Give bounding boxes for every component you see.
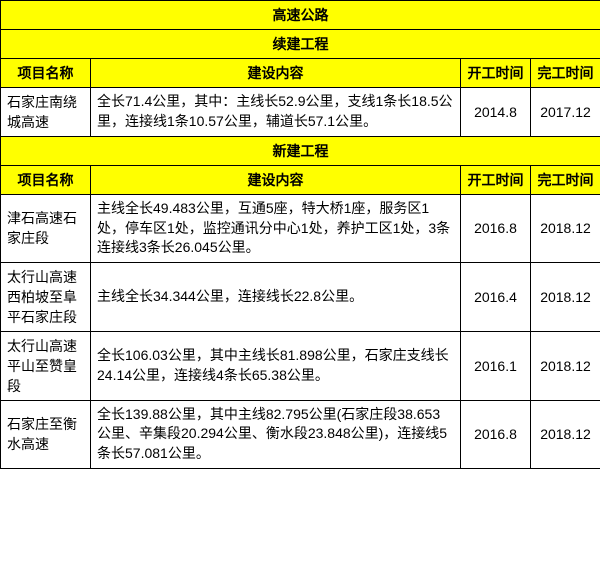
title-row: 高速公路 — [1, 1, 600, 30]
project-start: 2016.8 — [461, 400, 531, 468]
project-end: 2018.12 — [531, 195, 600, 263]
header-row: 项目名称建设内容开工时间完工时间 — [1, 59, 600, 88]
project-content: 全长106.03公里，其中主线长81.898公里，石家庄支线长24.14公里，连… — [91, 331, 461, 400]
section-subtitle-row: 续建工程 — [1, 30, 600, 59]
table-row: 太行山高速平山至赞皇段全长106.03公里，其中主线长81.898公里，石家庄支… — [1, 331, 600, 400]
project-end: 2018.12 — [531, 262, 600, 331]
project-name: 石家庄南绕城高速 — [1, 88, 91, 137]
section-subtitle: 新建工程 — [1, 137, 600, 166]
header-end: 完工时间 — [531, 166, 600, 195]
project-end: 2017.12 — [531, 88, 600, 137]
header-start: 开工时间 — [461, 166, 531, 195]
project-name: 太行山高速平山至赞皇段 — [1, 331, 91, 400]
table-row: 津石高速石家庄段主线全长49.483公里，互通5座，特大桥1座，服务区1处，停车… — [1, 195, 600, 263]
project-start: 2016.1 — [461, 331, 531, 400]
header-name: 项目名称 — [1, 166, 91, 195]
highway-table: 高速公路续建工程项目名称建设内容开工时间完工时间石家庄南绕城高速全长71.4公里… — [0, 0, 600, 469]
header-end: 完工时间 — [531, 59, 600, 88]
project-start: 2016.8 — [461, 195, 531, 263]
table-row: 石家庄南绕城高速全长71.4公里，其中：主线长52.9公里，支线1条长18.5公… — [1, 88, 600, 137]
project-content: 全长139.88公里，其中主线82.795公里(石家庄段38.653公里、辛集段… — [91, 400, 461, 468]
project-name: 津石高速石家庄段 — [1, 195, 91, 263]
project-end: 2018.12 — [531, 331, 600, 400]
header-name: 项目名称 — [1, 59, 91, 88]
project-end: 2018.12 — [531, 400, 600, 468]
header-row: 项目名称建设内容开工时间完工时间 — [1, 166, 600, 195]
section-subtitle-row: 新建工程 — [1, 137, 600, 166]
section-subtitle: 续建工程 — [1, 30, 600, 59]
header-start: 开工时间 — [461, 59, 531, 88]
project-content: 主线全长49.483公里，互通5座，特大桥1座，服务区1处，停车区1处，监控通讯… — [91, 195, 461, 263]
table-row: 石家庄至衡水高速全长139.88公里，其中主线82.795公里(石家庄段38.6… — [1, 400, 600, 468]
project-name: 太行山高速西柏坡至阜平石家庄段 — [1, 262, 91, 331]
project-name: 石家庄至衡水高速 — [1, 400, 91, 468]
header-content: 建设内容 — [91, 166, 461, 195]
project-content: 全长71.4公里，其中：主线长52.9公里，支线1条长18.5公里，连接线1条1… — [91, 88, 461, 137]
project-start: 2016.4 — [461, 262, 531, 331]
header-content: 建设内容 — [91, 59, 461, 88]
project-start: 2014.8 — [461, 88, 531, 137]
table-title: 高速公路 — [1, 1, 600, 30]
table-row: 太行山高速西柏坡至阜平石家庄段主线全长34.344公里，连接线长22.8公里。2… — [1, 262, 600, 331]
project-content: 主线全长34.344公里，连接线长22.8公里。 — [91, 262, 461, 331]
